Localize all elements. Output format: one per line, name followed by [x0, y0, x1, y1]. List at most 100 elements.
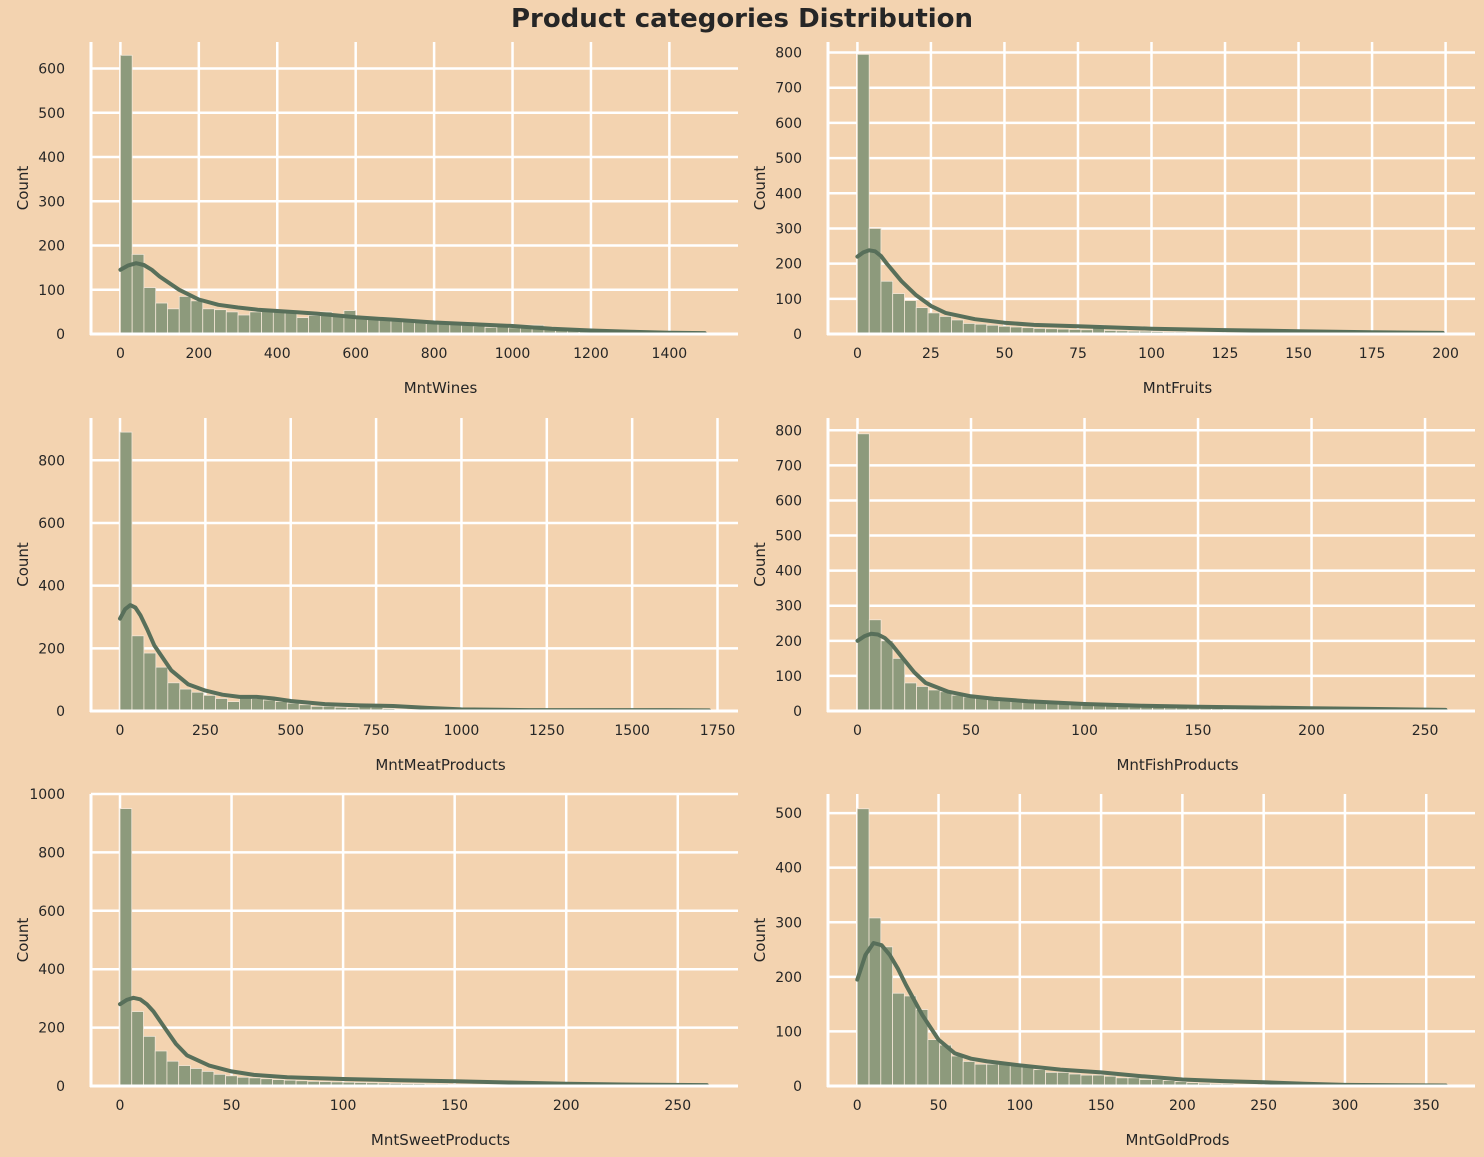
chart-6-xtick-label: 350	[1413, 1098, 1440, 1114]
chart-5-xtick-label: 50	[223, 1098, 241, 1114]
chart-5-ytick-label: 200	[38, 1021, 65, 1037]
chart-1-bar	[249, 311, 262, 335]
chart-3-ytick-label: 0	[56, 704, 65, 720]
chart-2-ytick-label: 800	[775, 46, 802, 62]
chart-6-xtick-label: 100	[1006, 1098, 1033, 1114]
chart-4-bar	[857, 433, 870, 712]
chart-6-bar	[1021, 1066, 1035, 1087]
chart-1-xtick-label: 400	[264, 346, 291, 362]
chart-4-bar	[927, 689, 941, 712]
chart-5-bar	[225, 1075, 238, 1087]
chart-6-xtick-label: 250	[1250, 1098, 1277, 1114]
chart-5-bar	[201, 1071, 215, 1087]
chart-2-ytick-label: 0	[793, 327, 802, 343]
chart-2-ytick-label: 700	[775, 81, 802, 97]
chart-2-xtick-label: 150	[1285, 346, 1312, 362]
chart-1-bar	[143, 287, 157, 335]
chart-1-ytick-label: 500	[38, 106, 65, 122]
chart-4-xtick-label: 250	[1412, 723, 1439, 739]
chart-2-xtick-label: 125	[1212, 346, 1239, 362]
chart-3-kde-line	[118, 603, 711, 713]
chart-5-bar	[119, 808, 133, 1087]
chart-6-bar	[1033, 1069, 1046, 1087]
chart-4-bar	[963, 696, 976, 712]
chart-1-ytick-label: 600	[38, 62, 65, 78]
chart-6: 0 50 100 150 200 250 300 350 0 100 200 300 400 500 Mnt…	[751, 794, 1475, 1149]
chart-5-bar	[213, 1073, 227, 1087]
chart-1-ytick-label: 400	[38, 150, 65, 166]
chart-3-ytick-label: 200	[38, 641, 65, 657]
chart-3-bar	[179, 688, 193, 712]
chart-1-bar	[261, 309, 274, 335]
chart-6-bar	[903, 995, 917, 1087]
chart-1: 0 200 400 600 800 1000 1200 1400 0 100 200 300 400 50…	[14, 42, 738, 397]
chart-4-kde-line	[855, 631, 1448, 712]
chart-2-ylabel: Count	[751, 166, 769, 211]
chart-2-xtick-label: 50	[996, 346, 1014, 362]
chart-1-ytick-label: 300	[38, 194, 65, 210]
chart-3-bar	[239, 696, 252, 712]
chart-3-bar	[203, 694, 217, 712]
chart-3-xtick-label: 1000	[444, 723, 480, 739]
chart-3-bar	[143, 652, 157, 712]
chart-4-bar	[904, 682, 917, 712]
chart-4-xlabel: MntFishProducts	[1116, 756, 1238, 774]
chart-5-ytick-label: 600	[38, 904, 65, 920]
chart-4-bar	[951, 694, 965, 712]
chart-6-bar	[1068, 1073, 1082, 1087]
chart-1-bar	[190, 300, 204, 335]
chart-4-ylabel: Count	[751, 542, 769, 587]
chart-4-ytick-label: 300	[775, 599, 802, 615]
chart-6-bar	[892, 992, 905, 1087]
chart-1-xtick-label: 600	[342, 346, 369, 362]
chart-1-bar	[155, 302, 168, 335]
chart-6-ytick-label: 100	[775, 1024, 802, 1040]
chart-1-bar	[237, 314, 251, 335]
chart-1-bar	[308, 315, 321, 335]
chart-1-xtick-label: 800	[421, 346, 448, 362]
chart-1-bar	[214, 309, 227, 335]
chart-4-bar	[892, 657, 906, 712]
chart-2-ytick-label: 200	[775, 257, 802, 273]
chart-6-bar	[1045, 1071, 1058, 1087]
chart-1-ytick-label: 100	[38, 283, 65, 299]
chart-1-bar	[331, 315, 345, 335]
chart-4-ytick-label: 600	[775, 493, 802, 509]
chart-3-ytick-label: 800	[38, 453, 65, 469]
chart-6-ytick-label: 0	[793, 1079, 802, 1095]
chart-6-bar	[998, 1063, 1011, 1087]
chart-1-ytick-label: 200	[38, 239, 65, 255]
chart-3-xtick-label: 250	[192, 723, 219, 739]
chart-2-bar	[868, 228, 882, 335]
chart-3-bar	[215, 698, 228, 712]
chart-5-xtick-label: 0	[116, 1098, 125, 1114]
chart-6-xtick-label: 300	[1332, 1098, 1359, 1114]
chart-5-kde-line	[118, 995, 709, 1088]
chart-3-xtick-label: 1250	[529, 723, 565, 739]
chart-3-bar	[191, 691, 205, 712]
chart-6-bar	[1056, 1071, 1070, 1087]
chart-3-xtick-label: 1500	[614, 723, 650, 739]
chart-3-ylabel: Count	[14, 542, 32, 587]
chart-2-bar	[927, 312, 941, 335]
figure-title: Product categories Distribution	[510, 4, 974, 34]
chart-6-kde-line	[855, 941, 1448, 1088]
chart-2-ytick-label: 500	[775, 151, 802, 167]
chart-6-bar	[927, 1039, 941, 1087]
chart-6-ytick-label: 500	[775, 806, 802, 822]
chart-6-xtick-label: 50	[930, 1098, 948, 1114]
chart-2-ytick-label: 600	[775, 116, 802, 132]
chart-4-ytick-label: 800	[775, 423, 802, 439]
chart-2-ytick-label: 400	[775, 186, 802, 202]
chart-3-xtick-label: 750	[363, 723, 390, 739]
chart-5-bar	[154, 1050, 168, 1087]
chart-6-xlabel: MntGoldProds	[1126, 1131, 1230, 1149]
chart-2-ytick-label: 100	[775, 292, 802, 308]
chart-3-xtick-label: 0	[116, 723, 125, 739]
chart-5-xlabel: MntSweetProducts	[371, 1131, 510, 1149]
chart-3-bar	[263, 699, 276, 712]
chart-6-bar	[962, 1061, 976, 1087]
chart-1-bar	[284, 311, 298, 335]
